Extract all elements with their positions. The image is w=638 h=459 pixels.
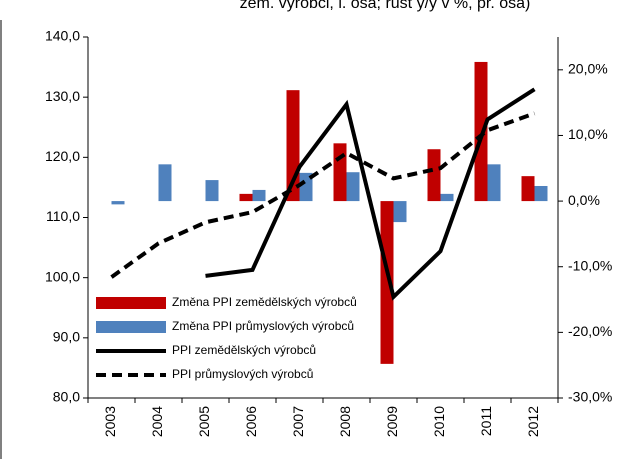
x-tick-label: 2007 [290, 406, 306, 437]
legend: Změna PPI zemědělských výrobců Změna PPI … [96, 295, 357, 381]
bar [111, 201, 125, 205]
bar [487, 164, 501, 202]
bar [205, 180, 219, 202]
y-tick-label: 90,0 [53, 329, 80, 345]
bar [239, 193, 253, 202]
bar [380, 201, 394, 364]
x-tick-label: 2005 [196, 406, 212, 437]
x-tick-label: 2006 [243, 406, 259, 437]
legend-swatch [96, 297, 166, 309]
legend-label: Změna PPI zemědělských výrobců [172, 295, 357, 309]
x-tick-label: 2011 [478, 406, 494, 436]
bar [333, 143, 347, 202]
x-tick-label: 2009 [384, 406, 400, 437]
bar [534, 185, 548, 202]
bar [393, 201, 407, 223]
x-tick-label: 2004 [149, 406, 165, 437]
x-tick-label: 2008 [337, 406, 353, 437]
bar [346, 172, 360, 202]
y-tick-label: 110,0 [46, 208, 80, 224]
y2-tick-label: -30,0% [568, 389, 612, 405]
y-tick-label: 120,0 [45, 148, 80, 164]
chart-title: zem. výrobci, l. osa; růst y/y v %, pr. … [240, 0, 531, 12]
x-tick-label: 2003 [102, 406, 118, 437]
bar [252, 189, 266, 202]
y-tick-label: 80,0 [53, 389, 80, 405]
x-tick-label: 2012 [525, 406, 541, 437]
y2-tick-label: 0,0% [568, 192, 600, 208]
line [110, 111, 536, 279]
y2-tick-label: -10,0% [568, 257, 612, 273]
legend-label: Změna PPI průmyslových výrobců [172, 319, 354, 333]
y2-tick-label: -20,0% [568, 323, 612, 339]
bar [474, 61, 488, 202]
bar [299, 172, 313, 202]
legend-label: PPI zemědělských výrobců [172, 343, 316, 357]
y-tick-label: 130,0 [45, 88, 80, 104]
y2-tick-label: 20,0% [568, 61, 608, 77]
line [205, 87, 536, 301]
bar [440, 193, 454, 202]
y-tick-label: 100,0 [45, 268, 80, 284]
bar [427, 149, 441, 202]
x-tick-label: 2010 [431, 406, 447, 437]
legend-swatch [96, 321, 166, 333]
bar [521, 176, 535, 202]
y2-tick-label: 10,0% [568, 126, 608, 142]
bar [158, 164, 172, 202]
legend-label: PPI průmyslových výrobců [172, 367, 313, 381]
y-tick-label: 140,0 [45, 28, 80, 44]
